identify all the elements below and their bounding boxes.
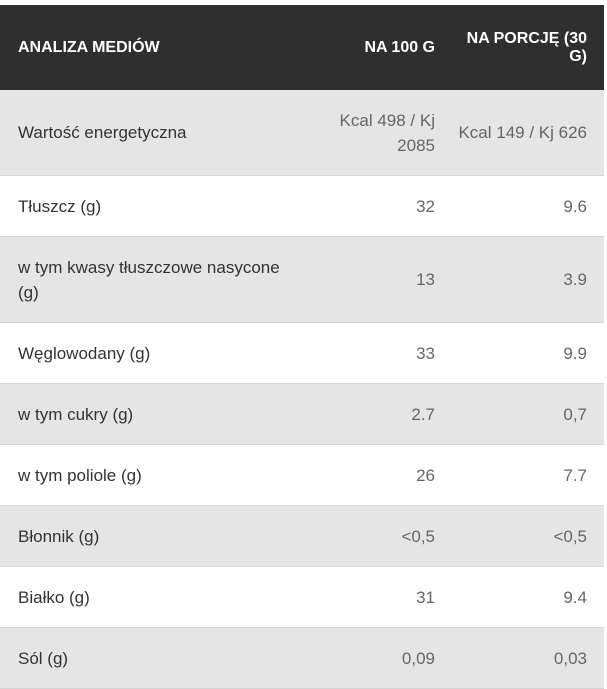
header-per-portion: NA PORCJĘ (30 G) (466, 29, 587, 65)
row-per-portion: 0,03 (553, 648, 587, 668)
nutrition-table: ANALIZA MEDIÓW NA 100 G NA PORCJĘ (30 G)… (0, 5, 604, 689)
row-per-100g: 13 (416, 270, 435, 289)
header-per-100g: NA 100 G (364, 38, 435, 56)
row-per-100g: 2.7 (411, 404, 435, 424)
table-row: Sól (g) 0,09 0,03 (0, 628, 604, 689)
row-per-100g: 31 (416, 587, 435, 607)
row-per-portion: 9.6 (563, 196, 587, 216)
table-row: Błonnik (g) <0,5 <0,5 (0, 506, 604, 567)
row-per-portion: <0,5 (553, 526, 587, 546)
row-per-100g: Kcal 498 / Kj 2085 (339, 110, 435, 155)
row-per-100g: 26 (416, 465, 435, 485)
row-label: w tym cukry (g) (18, 404, 134, 424)
row-label: Wartość energetyczna (18, 123, 187, 142)
table-row: Białko (g) 31 9.4 (0, 567, 604, 628)
row-per-portion: 9.9 (563, 343, 587, 363)
header-label: ANALIZA MEDIÓW (18, 38, 160, 56)
table-row: w tym kwasy tłuszczowe nasycone (g) 13 3… (0, 237, 604, 323)
row-per-portion: 9.4 (563, 587, 587, 607)
row-per-portion: 7.7 (563, 465, 587, 485)
table-row: Wartość energetyczna Kcal 498 / Kj 2085 … (0, 90, 604, 176)
table-header: ANALIZA MEDIÓW NA 100 G NA PORCJĘ (30 G) (0, 5, 604, 90)
row-per-100g: 0,09 (401, 648, 435, 668)
row-per-100g: <0,5 (401, 526, 435, 546)
row-per-portion: 3.9 (563, 270, 587, 289)
row-label: w tym poliole (g) (18, 465, 142, 485)
table-row: Węglowodany (g) 33 9.9 (0, 323, 604, 384)
row-label: Sól (g) (18, 648, 69, 668)
row-label: w tym kwasy tłuszczowe nasycone (g) (18, 257, 280, 302)
row-label: Białko (g) (18, 587, 90, 607)
table-row: w tym poliole (g) 26 7.7 (0, 445, 604, 506)
row-label: Błonnik (g) (18, 526, 100, 546)
table-row: w tym cukry (g) 2.7 0,7 (0, 384, 604, 445)
row-per-portion: 0,7 (563, 404, 587, 424)
row-label: Węglowodany (g) (18, 343, 151, 363)
row-label: Tłuszcz (g) (18, 196, 102, 216)
row-per-100g: 33 (416, 343, 435, 363)
row-per-100g: 32 (416, 196, 435, 216)
row-per-portion: Kcal 149 / Kj 626 (458, 123, 587, 142)
table-row: Tłuszcz (g) 32 9.6 (0, 176, 604, 237)
